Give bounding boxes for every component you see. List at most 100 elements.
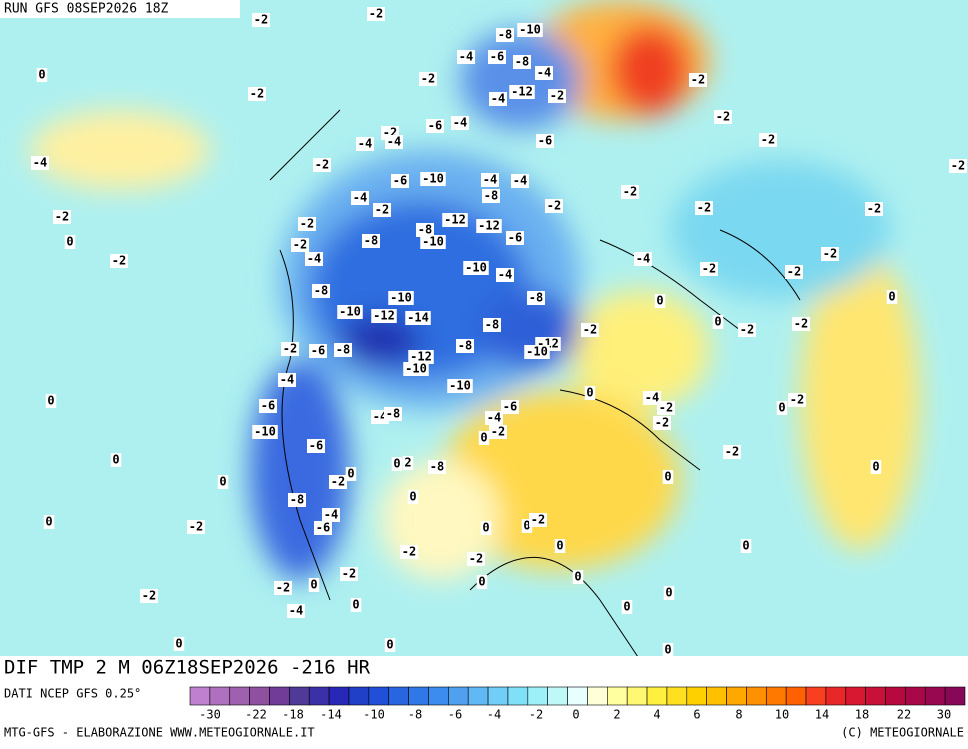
contour-label: -2 [189,520,203,534]
contour-label: -6 [316,521,330,535]
contour-label: -2 [740,323,754,337]
colorbar-tick-label: -8 [408,708,422,722]
colorbar-swatch [646,686,668,706]
label-box [621,185,639,199]
contour-label: -4 [491,92,505,106]
label-box [788,393,806,407]
colorbar-swatch [308,686,330,706]
contour-label: -8 [418,223,432,237]
contour-label: -6 [508,231,522,245]
label-box [821,247,839,261]
colorbar-tick-label: 0 [572,708,579,722]
label-box [43,515,55,529]
label-box [408,350,434,364]
contour-label: 0 [586,386,593,400]
colorbar-swatch [825,686,847,706]
colorbar-swatch [368,686,390,706]
colorbar-swatch [626,686,648,706]
colorbar-swatch [328,686,350,706]
label-box [517,23,543,37]
contour-label: 0 [386,638,393,652]
label-box [489,425,507,439]
label-box [451,116,469,130]
label-box [482,189,500,203]
label-box [513,55,531,69]
contour-label: -2 [761,133,775,147]
label-box [496,28,514,42]
label-box [545,199,563,213]
colorbar-tick-label: -6 [448,708,462,722]
label-box [384,638,396,652]
contour-label: -2 [583,323,597,337]
contour-label: -12 [444,213,466,227]
contour-label: -10 [465,261,487,275]
contour-label: -12 [410,350,432,364]
contour-label: -8 [314,284,328,298]
credit: MTG-GFS - ELABORAZIONE WWW.METEOGIORNALE… [4,726,315,740]
label-box [259,399,277,413]
colorbar-tick-label: 22 [897,708,911,722]
contour-label: -2 [315,158,329,172]
contour-label: -2 [787,265,801,279]
contour-label: -6 [309,439,323,453]
contour-label: 0 [47,394,54,408]
label-box [351,191,369,205]
label-box [373,203,391,217]
label-box [312,284,330,298]
colorbar-swatch [428,686,449,706]
colorbar-swatch [408,686,429,706]
contour-label: 0 [409,490,416,504]
contour-label: -6 [503,400,517,414]
contour-label: -4 [513,174,527,188]
label-box [483,318,501,332]
label-box [419,72,437,86]
contour-label: -2 [469,552,483,566]
label-box [371,309,397,323]
label-box [252,13,270,27]
contour-label: 0 [623,600,630,614]
source: DATI NCEP GFS 0.25° [4,687,141,701]
colorbar-swatch [785,686,807,706]
colorbar-tick-label: -30 [199,708,221,722]
label-box [527,291,545,305]
label-box [712,315,724,329]
contour-label: -8 [336,343,350,357]
colorbar-swatch [189,686,211,706]
label-box [140,589,158,603]
label-box [362,234,380,248]
contour-label: -12 [373,309,395,323]
colorbar-swatch [944,686,966,706]
contour-label: -2 [697,201,711,215]
label-box [45,394,57,408]
label-box [548,89,566,103]
header-box [0,0,240,18]
label-box [695,201,713,215]
label-box [274,581,292,595]
label-box [278,373,296,387]
contour-label: -4 [280,373,294,387]
colorbar-swatch [547,686,568,706]
colorbar-swatch [448,686,469,706]
contour-label: 0 [347,467,354,481]
label-box [536,134,554,148]
contour-label: -6 [311,344,325,358]
contour-label: -10 [526,345,548,359]
label-box [714,110,732,124]
label-box [442,213,468,227]
contour-label: -2 [790,393,804,407]
contour-label: -10 [339,305,361,319]
label-box [298,217,316,231]
label-box [653,416,671,430]
label-box [447,379,473,393]
label-box [529,513,547,527]
label-box [654,294,666,308]
copyright: (C) METEOGIORNALE [841,726,964,740]
contour-label: -2 [867,202,881,216]
label-box [110,453,122,467]
contour-label: 0 [175,637,182,651]
contour-label: -4 [358,137,372,151]
colorbar-swatch [726,686,747,706]
label-box [581,323,599,337]
contour-label: -4 [498,268,512,282]
contour-label: -2 [250,87,264,101]
